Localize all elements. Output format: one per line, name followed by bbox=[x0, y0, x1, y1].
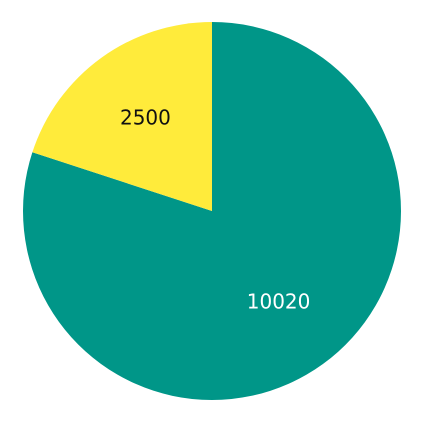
pie-slice-1 bbox=[32, 22, 212, 211]
pie-slices bbox=[22, 22, 401, 400]
pie-slice-label-0: 10020 bbox=[247, 289, 311, 313]
pie-slice-label-1: 2500 bbox=[120, 106, 171, 130]
pie-slice-0 bbox=[22, 22, 401, 400]
pie-labels: 10020 2500 bbox=[120, 106, 310, 314]
